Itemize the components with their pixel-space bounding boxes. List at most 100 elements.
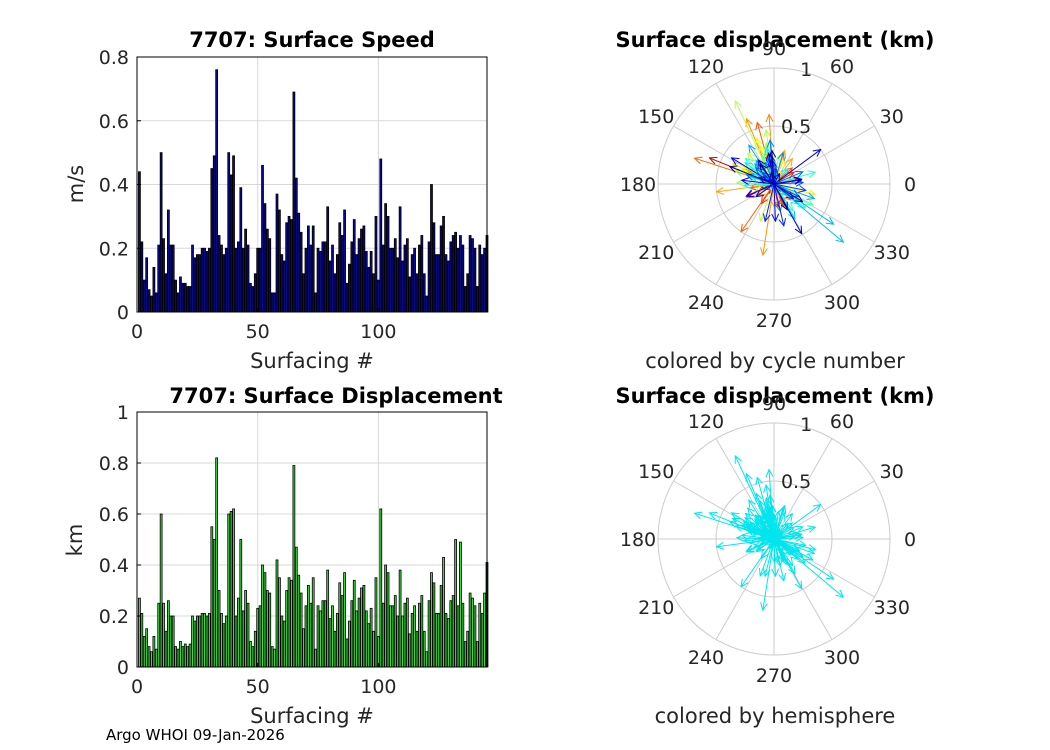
- speed-bar: [319, 251, 322, 313]
- speed-bar: [396, 257, 400, 313]
- speed-bar: [154, 292, 158, 313]
- speed-ytick-label: 0: [117, 302, 129, 324]
- speed-ytick-label: 0.8: [99, 47, 129, 69]
- speed-bar: [393, 238, 397, 313]
- displacement-bar: [475, 641, 479, 668]
- speed-bar: [391, 247, 395, 313]
- polar-cycle-angle-label: 90: [762, 38, 786, 60]
- speed-bar: [278, 209, 281, 313]
- polar-cycle-angle-label: 30: [880, 106, 904, 128]
- displacement-bar: [154, 648, 158, 668]
- polar-cycle-angle-label: 240: [688, 292, 724, 314]
- displacement-bar: [408, 633, 412, 668]
- polar-hemisphere-arrowhead: [740, 578, 749, 588]
- polar-hemisphere-arrowhead: [760, 602, 768, 612]
- speed-xtick-label: 0: [131, 321, 143, 343]
- polar-cycle-arrowhead: [763, 128, 771, 138]
- polar-hemisphere-arrow: [771, 505, 775, 540]
- displacement-bar: [389, 605, 392, 668]
- polar-hemisphere-arrow: [773, 538, 844, 598]
- polar-cycle-arrow: [773, 158, 793, 185]
- displacement-bar: [241, 610, 245, 668]
- displacement-bar: [186, 646, 190, 668]
- polar-hemisphere-angle-label: 0: [904, 529, 916, 551]
- displacement-bar: [425, 651, 429, 668]
- displacement-bar: [275, 559, 279, 668]
- displacement-bar: [473, 605, 477, 668]
- displacement-bar: [253, 630, 257, 668]
- speed-bar: [405, 238, 409, 313]
- displacement-bar: [335, 613, 339, 668]
- polar-hemisphere-angle-label: 150: [638, 461, 674, 483]
- polar-hemisphere-arrowhead: [807, 525, 817, 533]
- speed-bar: [475, 286, 479, 313]
- speed-bar: [316, 247, 320, 313]
- polar-hemisphere-arrowhead: [763, 496, 772, 506]
- speed-bar: [145, 257, 149, 313]
- polar-cycle-arrow: [764, 183, 775, 222]
- polar-cycle-arrowhead: [759, 163, 768, 173]
- speed-bar: [244, 228, 247, 313]
- displacement-bar: [454, 539, 457, 668]
- polar-cycle-arrow: [729, 166, 775, 185]
- speed-bar: [415, 273, 419, 313]
- polar-cycle-arrowhead: [777, 151, 785, 161]
- polar-cycle-spoke: [715, 83, 775, 185]
- displacement-xtick-label: 50: [246, 676, 270, 698]
- polar-cycle-labels: 0 30 60 90 120 150 180 210 240 270 300 330 0.5 1: [620, 38, 916, 332]
- displacement-bar: [179, 641, 182, 668]
- polar-hemisphere-arrowhead: [759, 518, 768, 528]
- polar-cycle-arrowhead: [806, 192, 816, 200]
- polar-hemisphere-arrow: [773, 538, 803, 558]
- displacement-ytick-label: 0.8: [99, 453, 129, 475]
- polar-cycle-arrows: [693, 99, 845, 257]
- displacement-bar: [268, 592, 272, 668]
- polar-hemisphere-arrow: [716, 538, 775, 548]
- speed-bar: [290, 219, 293, 313]
- speed-bar: [439, 225, 443, 313]
- displacement-chart-axes-box: [136, 411, 488, 668]
- polar-cycle-arrow: [755, 183, 775, 198]
- polar-cycle-arrow: [773, 179, 802, 185]
- displacement-ytick-label: 1: [117, 402, 129, 424]
- displacement-bar: [237, 597, 240, 668]
- speed-chart-bars: [138, 69, 489, 313]
- speed-bar: [432, 222, 436, 313]
- speed-bar: [360, 228, 363, 313]
- polar-cycle-arrowhead: [734, 169, 744, 177]
- speed-bar: [418, 244, 421, 313]
- polar-hemisphere-arrowhead: [804, 553, 814, 561]
- speed-bar: [345, 282, 349, 313]
- speed-bar: [227, 152, 231, 313]
- speed-bar: [181, 282, 185, 313]
- polar-cycle-arrowhead: [758, 176, 768, 184]
- speed-xtick-label: 100: [360, 321, 396, 343]
- displacement-bar: [442, 556, 445, 668]
- polar-cycle-arrowhead: [753, 185, 763, 193]
- speed-chart: 7707: Surface Speed 0 50 10000.20.40.60.8 …: [64, 28, 489, 373]
- polar-hemisphere-arrow: [770, 527, 775, 540]
- displacement-bar: [461, 602, 465, 668]
- polar-hemisphere-arrowhead: [765, 507, 774, 516]
- polar-cycle-angle-label: 60: [830, 56, 854, 78]
- displacement-bar: [183, 643, 187, 668]
- speed-bar: [442, 215, 445, 313]
- displacement-bar: [304, 605, 308, 668]
- polar-cycle-angle-label: 180: [620, 174, 656, 196]
- displacement-chart: 7707: Surface Displacement 0 50 100 0 0.2 0.4…: [63, 384, 503, 728]
- speed-bar: [364, 251, 368, 313]
- polar-cycle-radial-label: 0.5: [781, 116, 811, 138]
- displacement-bar: [381, 602, 385, 668]
- speed-bar: [171, 244, 175, 313]
- displacement-bar: [157, 602, 161, 668]
- polar-cycle-arrow: [743, 183, 775, 187]
- polar-cycle-arrowhead: [788, 210, 796, 220]
- displacement-chart-ylabel: km: [63, 524, 87, 557]
- footer-credit: Argo WHOI 09-Jan-2026: [106, 726, 285, 744]
- speed-bar: [468, 235, 472, 313]
- displacement-bar: [434, 613, 438, 668]
- displacement-bar: [232, 508, 235, 668]
- polar-cycle-arrow: [773, 168, 789, 185]
- speed-bar: [162, 238, 165, 313]
